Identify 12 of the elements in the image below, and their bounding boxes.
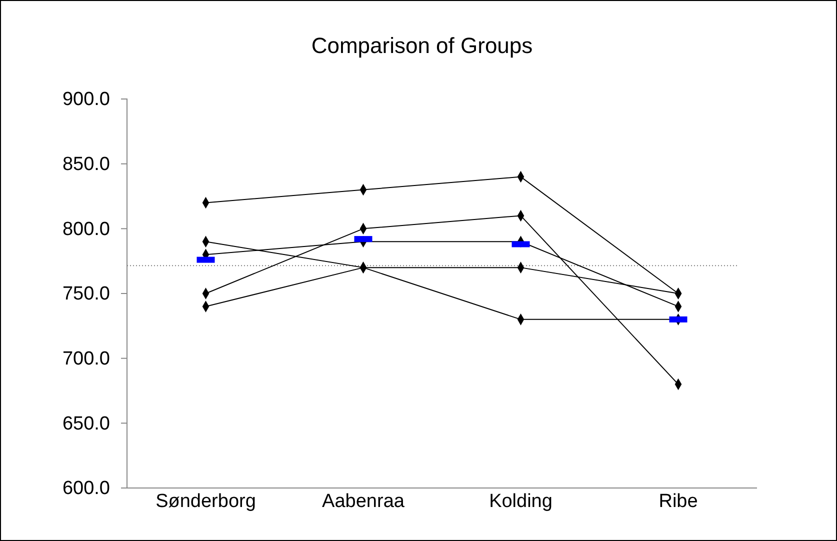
- y-tick-label: 600.0: [62, 478, 110, 500]
- y-tick-label: 800.0: [62, 218, 110, 240]
- chart-title: Comparison of Groups: [311, 33, 533, 58]
- x-tick-label: Ribe: [658, 491, 698, 512]
- y-tick-label: 850.0: [62, 154, 110, 175]
- x-tick-label: Sønderborg: [156, 491, 256, 512]
- y-tick-label: 650.0: [62, 413, 110, 434]
- y-tick-label: 700.0: [62, 348, 110, 370]
- y-tick-label: 900.0: [62, 89, 110, 110]
- y-tick-label: 750.0: [62, 284, 110, 305]
- x-tick-label: Kolding: [489, 491, 552, 512]
- x-tick-label: Aabenraa: [322, 491, 405, 512]
